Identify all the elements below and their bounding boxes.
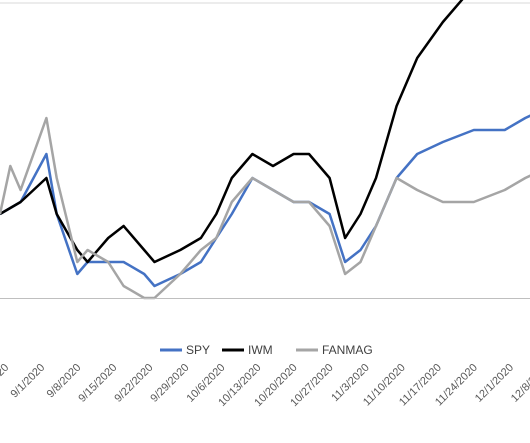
series-line-fanmag (0, 116, 530, 300)
series-line-iwm (0, 0, 464, 264)
x-tick-label: 8/25/2020 (0, 362, 11, 405)
x-tick-label: 9/15/2020 (76, 362, 119, 405)
legend-item-spy: SPY (160, 343, 210, 357)
legend-label: FANMAG (322, 343, 373, 357)
legend: SPY IWM FANMAG (160, 343, 373, 357)
legend-item-fanmag: FANMAG (296, 343, 373, 357)
series-lines (0, 0, 530, 300)
legend-label: SPY (186, 343, 210, 357)
x-tick-label: 9/29/2020 (148, 362, 191, 405)
x-tick-label: 9/1/2020 (9, 362, 48, 401)
x-tick-labels: 8/25/20209/1/20209/8/20209/15/20209/22/2… (0, 362, 530, 409)
legend-label: IWM (248, 343, 273, 357)
legend-item-iwm: IWM (222, 343, 273, 357)
